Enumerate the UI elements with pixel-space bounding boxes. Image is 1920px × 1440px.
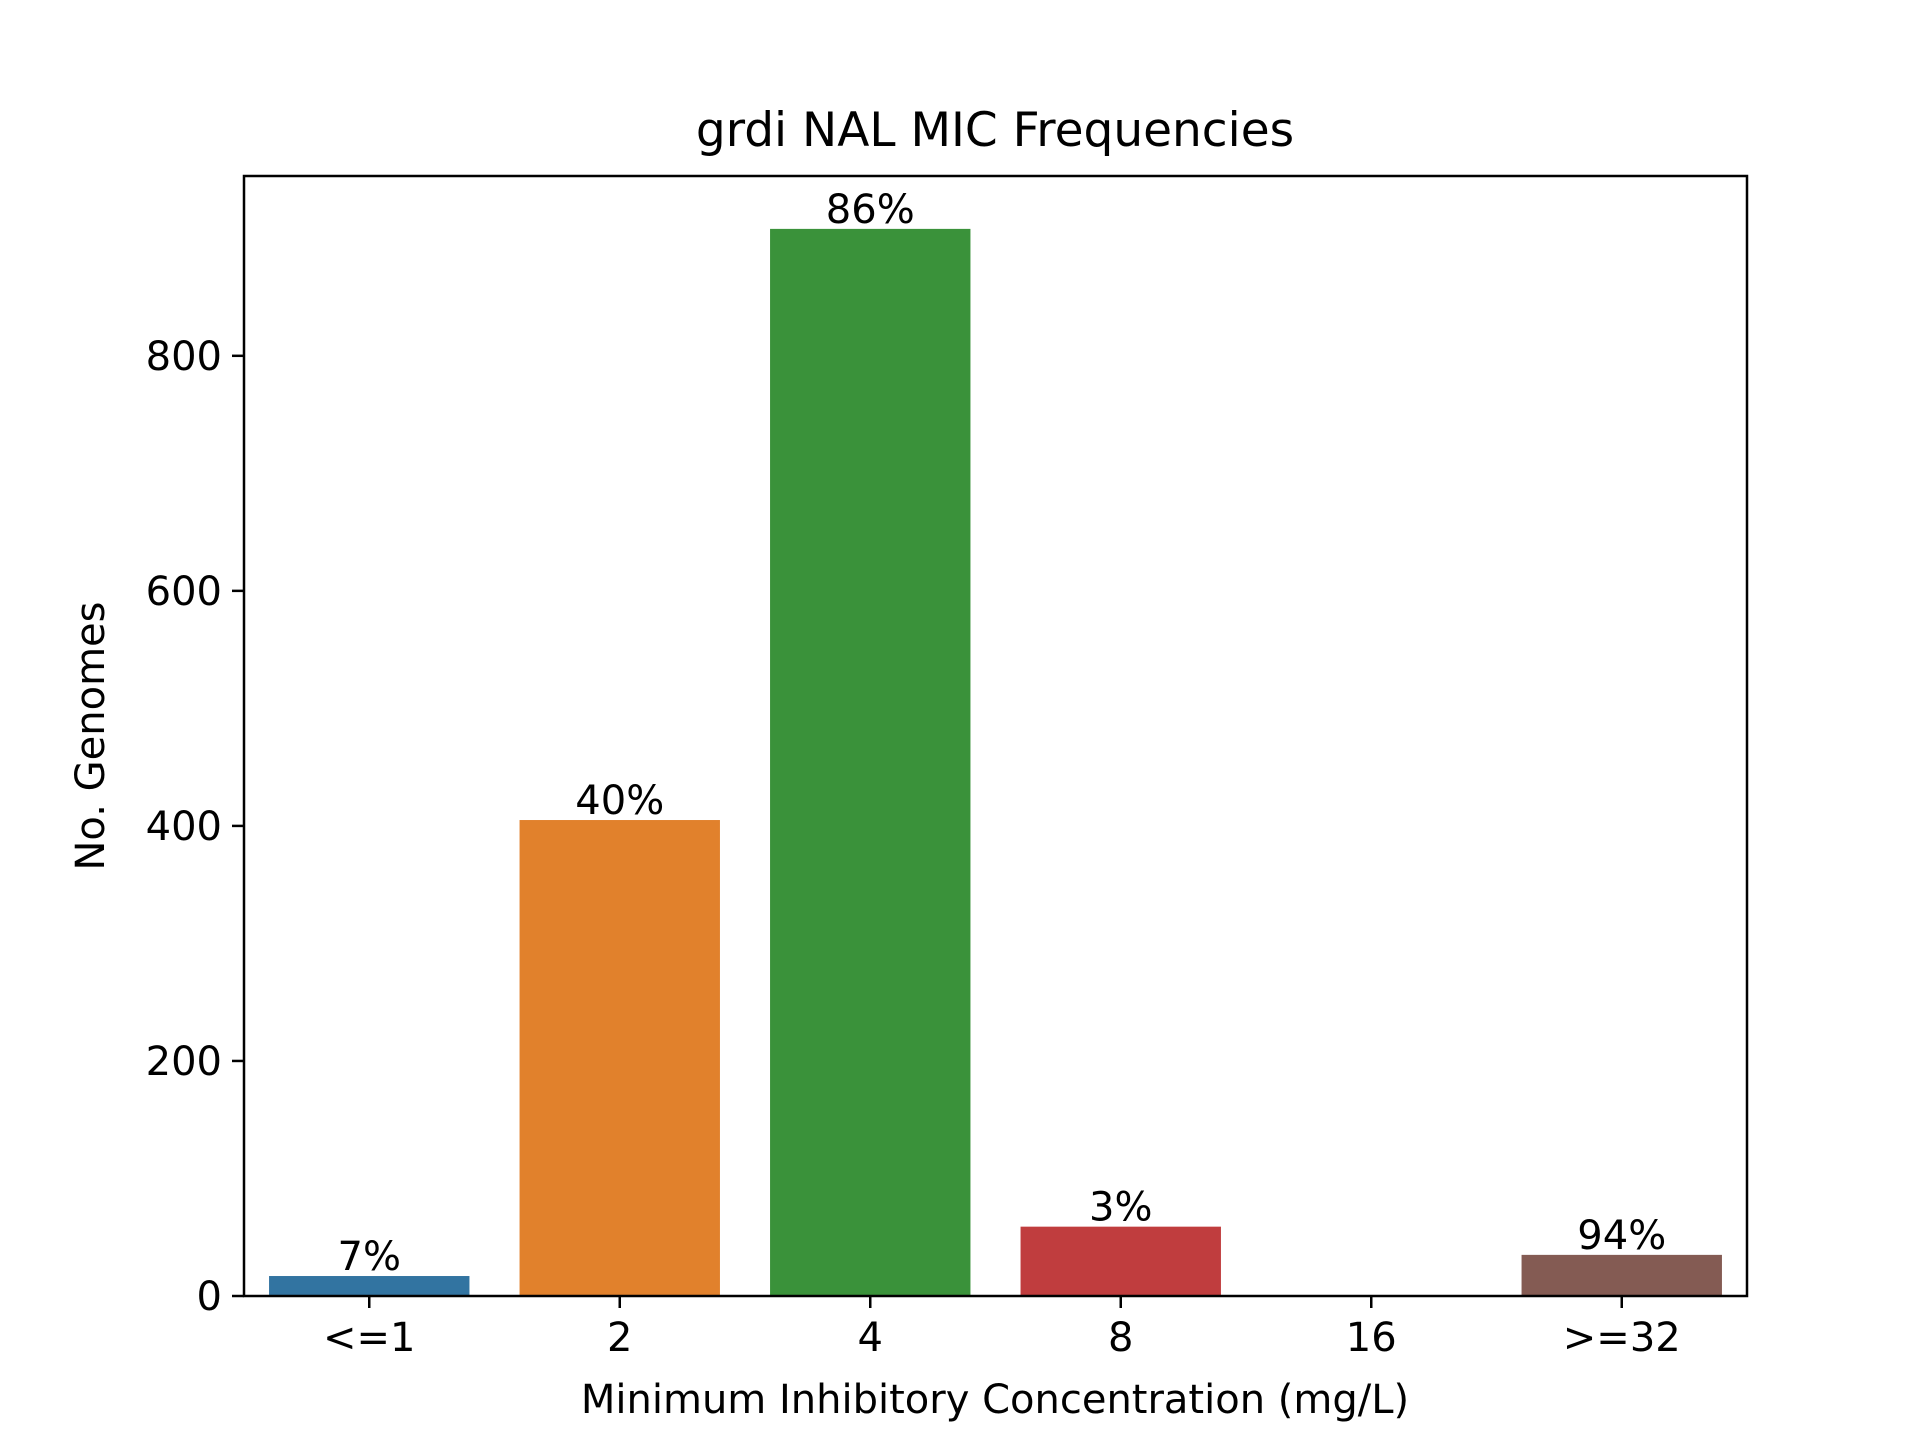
plot-frame bbox=[242, 174, 1749, 1298]
bar-3 bbox=[1020, 1226, 1221, 1296]
bar-2 bbox=[770, 228, 971, 1296]
data-label-2: 86% bbox=[826, 187, 915, 233]
y-tick-label-1: 200 bbox=[146, 1039, 222, 1085]
data-label-3: 3% bbox=[1089, 1185, 1152, 1231]
y-tick-label-2: 400 bbox=[146, 804, 222, 850]
x-tick-label-1: 2 bbox=[607, 1315, 632, 1361]
x-tick-label-0: <=1 bbox=[323, 1315, 415, 1361]
x-tick-label-2: 4 bbox=[858, 1315, 883, 1361]
y-axis-ticks: 0 200 400 600 800 bbox=[146, 334, 244, 1320]
x-tick-label-5: >=32 bbox=[1563, 1315, 1681, 1361]
x-tick-label-3: 8 bbox=[1108, 1315, 1133, 1361]
x-axis-label: Minimum Inhibitory Concentration (mg/L) bbox=[581, 1377, 1409, 1423]
x-axis-ticks: <=1 2 4 8 16 >=32 bbox=[323, 1296, 1681, 1361]
y-tick-label-0: 0 bbox=[197, 1274, 222, 1320]
data-labels-layer: 7% 40% 86% 3% 94% bbox=[338, 187, 1667, 1280]
bars-layer bbox=[269, 228, 1722, 1296]
chart-title: grdi NAL MIC Frequencies bbox=[696, 103, 1294, 158]
y-tick-label-3: 600 bbox=[146, 569, 222, 615]
x-tick-label-4: 16 bbox=[1346, 1315, 1397, 1361]
y-tick-label-4: 800 bbox=[146, 334, 222, 380]
bar-0 bbox=[269, 1276, 470, 1296]
data-label-0: 7% bbox=[338, 1234, 401, 1280]
bar-1 bbox=[519, 820, 720, 1296]
bar-5 bbox=[1521, 1254, 1722, 1296]
data-label-1: 40% bbox=[575, 778, 664, 824]
y-axis-label: No. Genomes bbox=[68, 602, 114, 871]
data-label-5: 94% bbox=[1577, 1213, 1666, 1259]
